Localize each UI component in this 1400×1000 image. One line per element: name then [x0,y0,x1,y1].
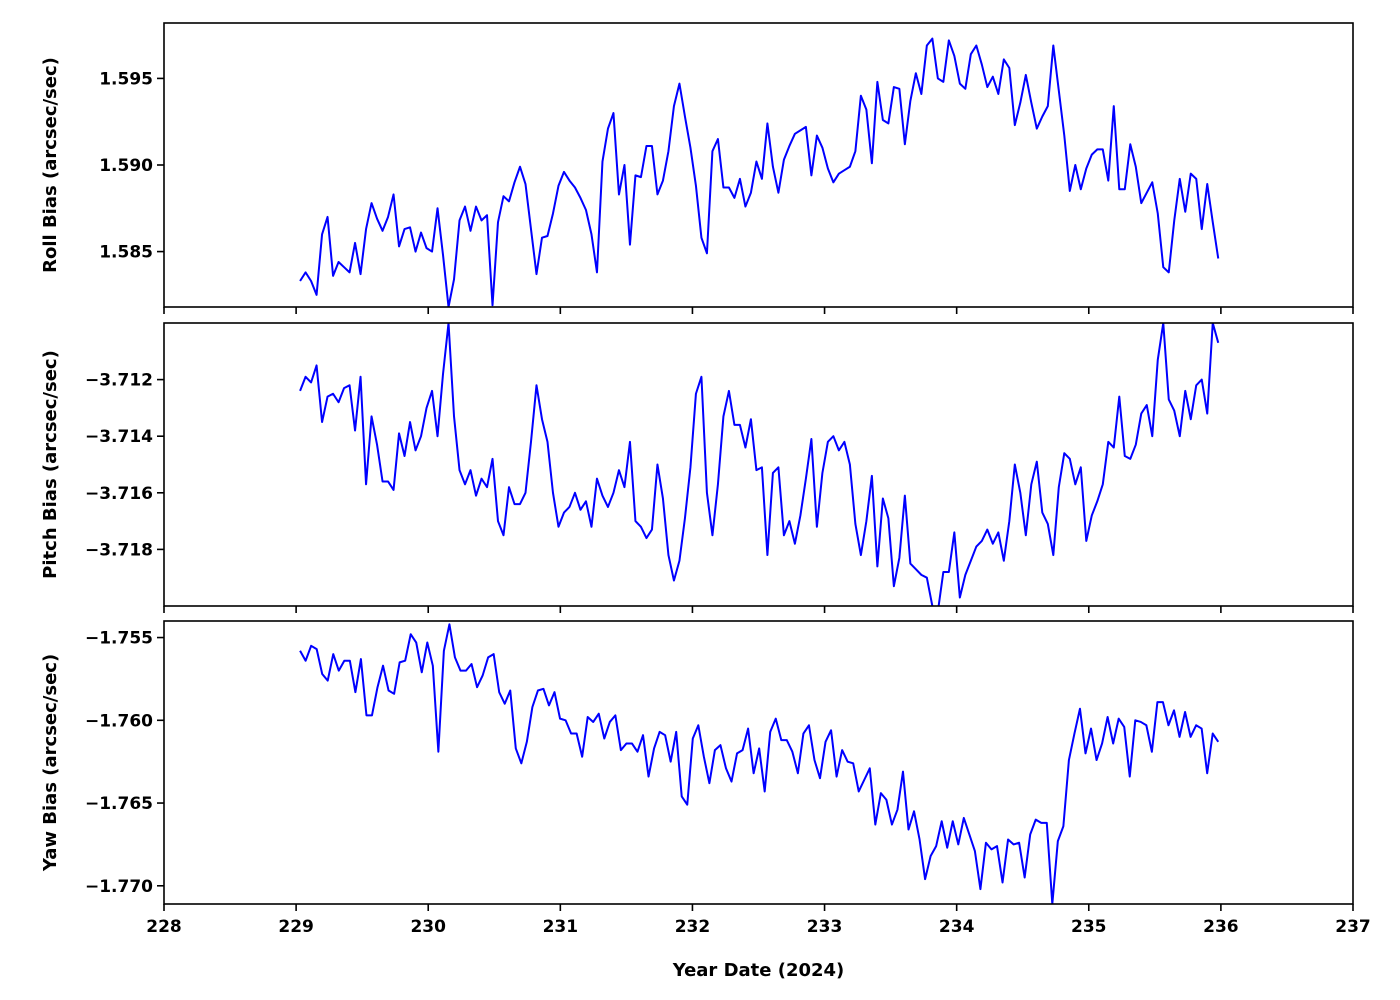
roll-y-axis: 1.585 1.590 1.595 [99,69,164,263]
x-tick-label: 232 [675,917,711,937]
roll-y-axis-label: Roll Bias (arcsec/sec) [40,57,61,273]
pitch-y-tick-label: −3.712 [85,371,153,391]
yaw-y-tick-label: −1.760 [85,711,153,731]
yaw-y-tick-label: −1.755 [85,629,153,649]
pitch-x-axis [163,606,1354,613]
x-tick-label: 229 [278,917,314,937]
pitch-series-line [299,323,1220,606]
pitch-y-tick-label: −3.718 [85,540,153,560]
x-tick-label: 228 [146,917,182,937]
x-tick-label: 230 [410,917,446,937]
pitch-y-tick-label: −3.716 [85,484,153,504]
x-tick-label: 237 [1335,917,1371,937]
x-tick-label: 233 [807,917,843,937]
pitch-plot-frame [163,322,1354,607]
yaw-plot-area [299,623,1220,904]
roll-x-axis [163,307,1354,314]
yaw-y-axis-label: Yaw Bias (arcsec/sec) [40,654,61,872]
yaw-bias-panel: −1.755 −1.760 −1.765 −1.770 228 229 230 231 232… [40,620,1371,981]
roll-y-tick-label: 1.585 [99,243,153,263]
pitch-plot-area [299,323,1220,606]
x-axis-label: Year Date (2024) [672,960,845,981]
yaw-y-tick-label: −1.770 [85,877,153,897]
pitch-y-axis: −3.712 −3.714 −3.716 −3.718 [85,371,164,560]
x-tick-label: 235 [1071,917,1107,937]
pitch-y-tick-label: −3.714 [85,427,153,447]
x-tick-label: 236 [1203,917,1239,937]
x-tick-label: 234 [939,917,975,937]
roll-y-tick-label: 1.590 [99,156,153,176]
yaw-y-axis: −1.755 −1.760 −1.765 −1.770 [85,629,164,897]
x-tick-label: 231 [543,917,579,937]
roll-plot-area [299,37,1220,307]
yaw-plot-frame [163,620,1354,905]
pitch-bias-panel: −3.712 −3.714 −3.716 −3.718 Pitch Bias (arc… [40,322,1354,613]
yaw-y-tick-label: −1.765 [85,794,153,814]
roll-bias-panel: 1.585 1.590 1.595 Roll Bias (arcsec/sec) [40,22,1354,314]
pitch-y-axis-label: Pitch Bias (arcsec/sec) [40,350,61,579]
yaw-series-line [299,623,1220,904]
yaw-x-axis: 228 229 230 231 232 233 234 235 236 237 [146,904,1371,937]
roll-series-line [299,37,1220,307]
roll-y-tick-label: 1.595 [99,69,153,89]
